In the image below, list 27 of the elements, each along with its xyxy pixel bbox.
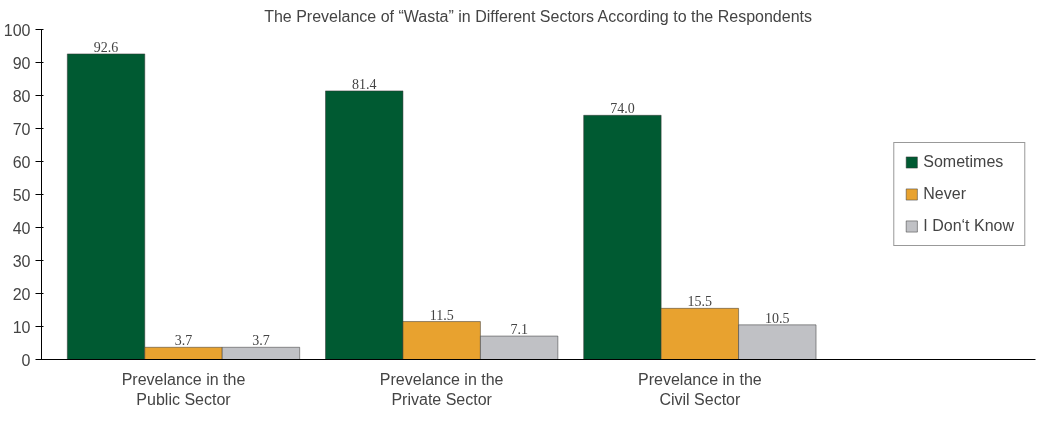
chart-title: The Prevelance of “Wasta” in Different Sectors According to the Respondents — [264, 7, 812, 25]
data-label: 15.5 — [687, 294, 713, 310]
y-tick-label: 70 — [12, 120, 31, 138]
y-tick-label: 50 — [12, 186, 31, 204]
data-label: 74.0 — [610, 101, 635, 117]
data-label: 3.7 — [174, 333, 193, 349]
data-label: 81.4 — [351, 76, 377, 92]
data-label: 10.5 — [765, 310, 790, 326]
y-tick-label: 80 — [12, 87, 31, 105]
y-tick-label: 20 — [12, 285, 31, 303]
data-label: 11.5 — [429, 307, 454, 323]
data-label: 7.1 — [510, 322, 528, 338]
y-tick-label: 100 — [3, 21, 31, 39]
y-tick-label: 0 — [21, 351, 31, 369]
y-tick-label: 30 — [12, 252, 31, 270]
legend-label: I Don‘t Know — [923, 217, 1014, 235]
y-tick-label: 10 — [12, 318, 31, 336]
legend-label: Sometimes — [923, 153, 1004, 171]
y-tick-label: 40 — [12, 219, 31, 237]
y-tick-label: 90 — [12, 54, 31, 72]
x-tick-label: Prevelance in the Public Sector — [121, 370, 246, 408]
data-label: 92.6 — [93, 39, 119, 55]
x-tick-label: Prevelance in the Civil Sector — [638, 370, 762, 408]
y-tick-label: 60 — [12, 153, 31, 171]
legend-label: Never — [923, 185, 966, 203]
x-tick-label: Prevelance in the Private Sector — [379, 370, 504, 408]
data-label: 3.7 — [252, 333, 270, 349]
